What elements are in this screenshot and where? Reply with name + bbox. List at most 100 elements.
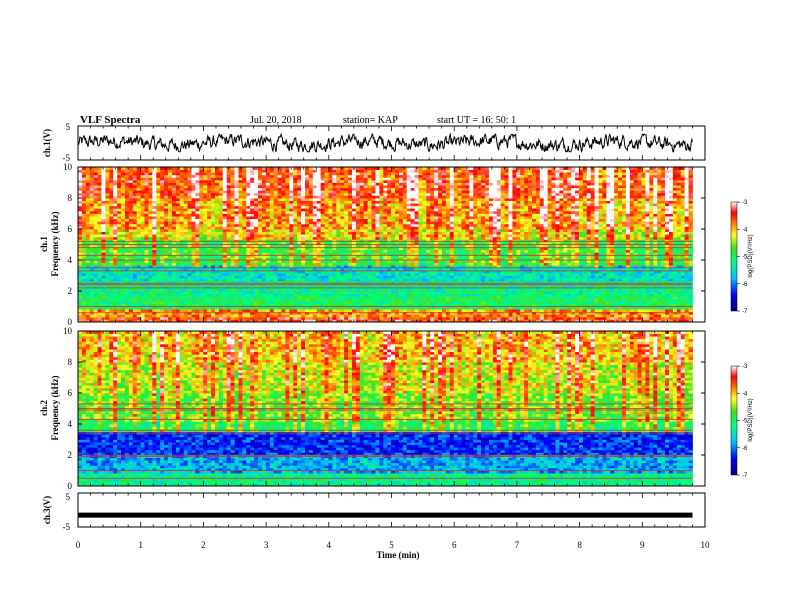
spectrogram-cell bbox=[207, 270, 212, 274]
spectrogram-cell bbox=[144, 174, 149, 178]
spectrogram-cell bbox=[324, 301, 329, 305]
spectrogram-cell bbox=[336, 291, 341, 294]
spectrogram-cell bbox=[395, 218, 400, 222]
spectrogram-cell bbox=[391, 167, 396, 170]
spectrogram-cell bbox=[168, 285, 173, 289]
spectrogram-cell bbox=[199, 298, 204, 302]
spectrogram-cell bbox=[234, 306, 239, 310]
spectrogram-cell bbox=[234, 257, 239, 261]
spectrogram-cell bbox=[297, 216, 302, 220]
spectrogram-cell bbox=[164, 296, 169, 300]
spectrogram-cell bbox=[348, 278, 353, 282]
spectrogram-cell bbox=[289, 187, 294, 191]
spectrogram-cell bbox=[78, 296, 83, 300]
spectrogram-cell bbox=[305, 319, 310, 323]
spectrogram-cell bbox=[301, 309, 306, 313]
spectrogram-cell bbox=[258, 239, 263, 243]
spectrogram-cell bbox=[97, 262, 102, 266]
spectrogram-cell bbox=[367, 291, 372, 294]
spectrogram-cell bbox=[336, 275, 341, 279]
spectrogram-cell bbox=[254, 278, 259, 282]
spectrogram-cell bbox=[191, 195, 196, 199]
spectrogram-cell bbox=[101, 213, 106, 217]
spectrogram-cell bbox=[78, 213, 83, 217]
spectrogram-cell bbox=[351, 291, 357, 294]
spectrogram-cell bbox=[387, 298, 392, 302]
spectrogram-cell bbox=[156, 316, 161, 320]
spectrogram-cell bbox=[81, 179, 87, 183]
spectrogram-cell bbox=[254, 270, 259, 274]
spectrogram-cell bbox=[305, 179, 310, 183]
spectrogram-cell bbox=[289, 221, 294, 225]
spectrogram-cell bbox=[168, 249, 173, 253]
spectrogram-cell bbox=[183, 257, 188, 261]
spectrogram-cell bbox=[109, 169, 114, 173]
spectrogram-cell bbox=[179, 260, 185, 263]
spectrogram-cell bbox=[246, 231, 251, 235]
spectrogram-cell bbox=[191, 319, 196, 323]
spectrogram-cell bbox=[230, 239, 235, 243]
spectrogram-cell bbox=[179, 182, 185, 186]
spectrogram-cell bbox=[312, 252, 318, 256]
spectrogram-cell bbox=[348, 298, 353, 302]
spectrogram-cell bbox=[160, 296, 165, 300]
spectrogram-cell bbox=[156, 195, 161, 199]
spectrogram-cell bbox=[312, 179, 318, 183]
spectrogram-cell bbox=[316, 172, 322, 176]
spectrogram-cell bbox=[179, 306, 185, 310]
spectrogram-cell bbox=[320, 293, 325, 297]
spectrogram-cell bbox=[168, 229, 173, 232]
spectrogram-cell bbox=[297, 262, 302, 266]
spectrogram-cell bbox=[359, 190, 365, 194]
spectrogram-cell bbox=[391, 239, 396, 243]
spectrogram-cell bbox=[128, 254, 134, 258]
spectrogram-cell bbox=[375, 278, 380, 282]
spectrogram-cell bbox=[359, 249, 365, 253]
spectrogram-cell bbox=[332, 208, 337, 212]
spectrogram-cell bbox=[261, 213, 267, 217]
spectrogram-cell bbox=[207, 195, 212, 199]
spectrogram-cell bbox=[371, 223, 376, 227]
spectrogram-cell bbox=[97, 278, 102, 282]
spectrogram-cell bbox=[136, 167, 142, 170]
spectrogram-cell bbox=[117, 260, 122, 263]
spectrogram-cell bbox=[168, 185, 173, 189]
spectrogram-cell bbox=[148, 172, 153, 176]
spectrogram-cell bbox=[285, 185, 290, 189]
spectrogram-cell bbox=[105, 309, 110, 313]
spectrogram-cell bbox=[340, 174, 345, 178]
spectrogram-cell bbox=[351, 275, 357, 279]
spectrogram-cell bbox=[183, 296, 188, 300]
spectrogram-cell bbox=[250, 234, 255, 238]
spectrogram-cell bbox=[242, 316, 247, 320]
spectrogram-cell bbox=[281, 298, 286, 302]
spectrogram-cell bbox=[301, 236, 306, 240]
spectrogram-cell bbox=[273, 169, 278, 173]
spectrogram-cell bbox=[218, 216, 224, 220]
spectrogram-cell bbox=[152, 187, 157, 191]
spectrogram-cell bbox=[367, 192, 372, 196]
spectrogram-cell bbox=[340, 285, 345, 289]
spectrogram-cell bbox=[207, 213, 212, 217]
spectrogram-cell bbox=[85, 231, 91, 235]
spectrogram-cell bbox=[109, 278, 114, 282]
spectrogram-cell bbox=[148, 190, 153, 194]
spectrogram-cell bbox=[207, 210, 212, 214]
spectrogram-cell bbox=[398, 252, 404, 256]
spectrogram-cell bbox=[148, 187, 153, 191]
spectrogram-cell bbox=[316, 309, 322, 313]
spectrogram-cell bbox=[105, 278, 110, 282]
spectrogram-cell bbox=[140, 280, 145, 284]
spectrogram-cell bbox=[171, 229, 177, 232]
spectrogram-cell bbox=[293, 169, 298, 173]
spectrogram-cell bbox=[254, 198, 259, 201]
spectrogram-cell bbox=[238, 231, 243, 235]
spectrogram-cell bbox=[324, 303, 329, 307]
spectrogram-cell bbox=[312, 319, 318, 323]
spectrogram-cell bbox=[117, 252, 122, 256]
spectrogram-cell bbox=[242, 174, 247, 178]
spectrogram-cell bbox=[281, 167, 286, 170]
spectrogram-cell bbox=[285, 226, 290, 230]
spectrogram-cell bbox=[359, 167, 365, 170]
spectrogram-cell bbox=[113, 192, 118, 196]
